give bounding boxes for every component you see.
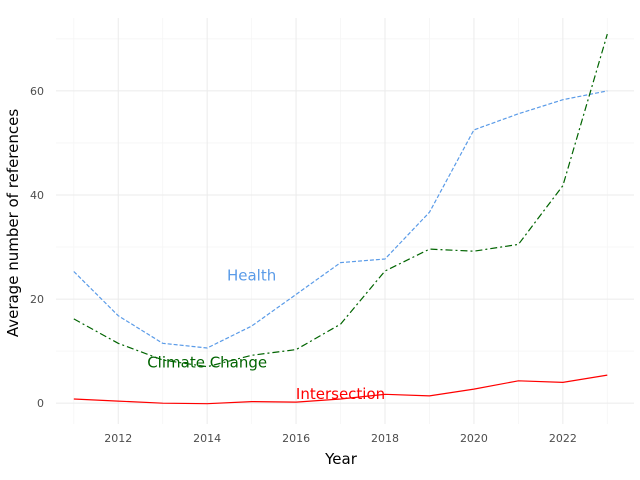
x-tick-label: 2020 (460, 432, 488, 445)
series-label-intersection: Intersection (296, 385, 385, 403)
x-axis-title: Year (324, 450, 358, 468)
y-axis-ticks: 0 20 40 60 (30, 85, 44, 410)
x-tick-label: 2014 (193, 432, 221, 445)
x-tick-label: 2012 (104, 432, 132, 445)
series-label-climate-change: Climate Change (147, 354, 267, 372)
series-line-intersection (73, 374, 608, 405)
x-tick-label: 2018 (371, 432, 399, 445)
series-labels: Health Climate Change Intersection (147, 267, 385, 403)
y-tick-label: 40 (30, 189, 44, 202)
series-label-health: Health (227, 267, 276, 285)
series-line-climate-change (73, 33, 608, 368)
y-tick-label: 0 (37, 397, 44, 410)
grid (56, 18, 634, 424)
x-tick-label: 2022 (549, 432, 577, 445)
series-line-health (73, 90, 608, 349)
x-axis-ticks: 2012 2014 2016 2018 2020 2022 (104, 432, 577, 445)
y-tick-label: 60 (30, 85, 44, 98)
y-axis-title: Average number of references (4, 109, 22, 338)
series-group (73, 33, 608, 405)
x-tick-label: 2016 (282, 432, 310, 445)
y-tick-label: 20 (30, 293, 44, 306)
